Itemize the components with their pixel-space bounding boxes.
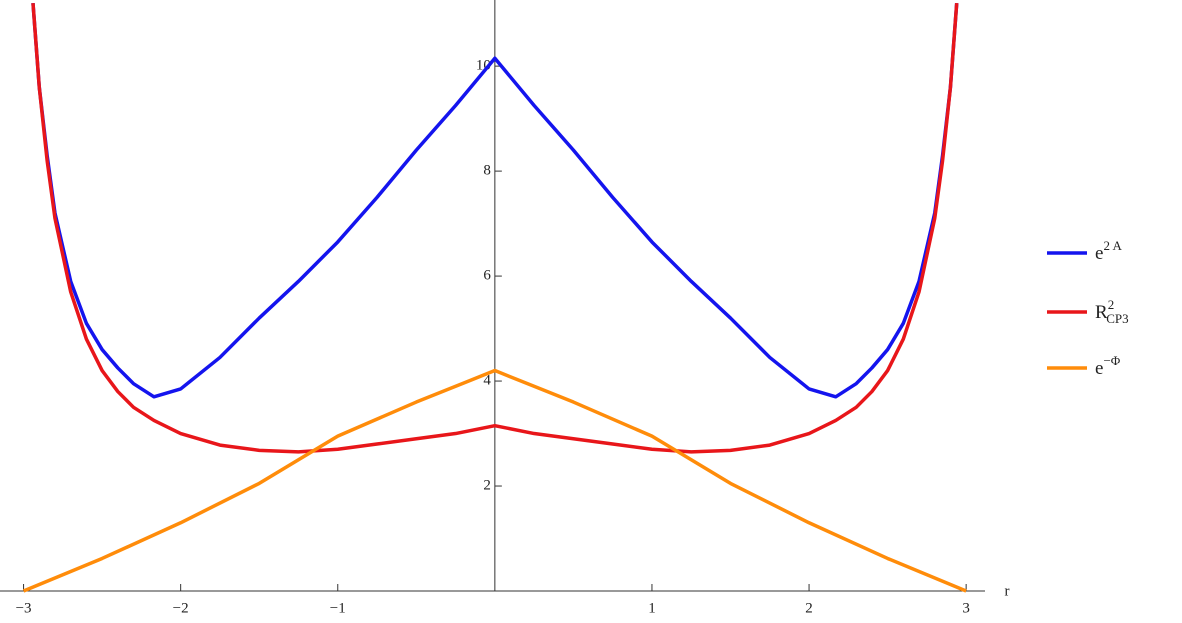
y-tick-label: 8 <box>483 163 491 179</box>
series-line <box>22 368 967 593</box>
series-line <box>31 3 959 454</box>
x-tick-label: 3 <box>962 600 970 616</box>
legend-base: e <box>1095 358 1103 379</box>
y-tick-label: 6 <box>483 268 491 284</box>
x-tick-label: −3 <box>16 600 32 616</box>
legend-sup: −Φ <box>1103 353 1120 368</box>
legend-sup: 2 A <box>1103 238 1122 253</box>
legend-sup: 2 <box>1108 297 1115 312</box>
x-tick-label: −2 <box>173 600 189 616</box>
legend-label: e2 A <box>1095 238 1122 264</box>
series-line <box>31 3 959 399</box>
legend-base: e <box>1095 243 1103 264</box>
legend-label: e−Φ <box>1095 353 1121 379</box>
legend-label: R2 CP3 <box>1095 297 1129 326</box>
x-tick-label: −1 <box>330 600 346 616</box>
x-tick-label: 1 <box>648 600 656 616</box>
x-axis-label: r <box>1005 583 1010 599</box>
legend-sub: CP3 <box>1106 311 1128 326</box>
legend-base: R <box>1095 302 1108 323</box>
y-tick-label: 2 <box>483 477 491 493</box>
y-tick-label: 4 <box>483 372 491 388</box>
x-tick-label: 2 <box>805 600 813 616</box>
